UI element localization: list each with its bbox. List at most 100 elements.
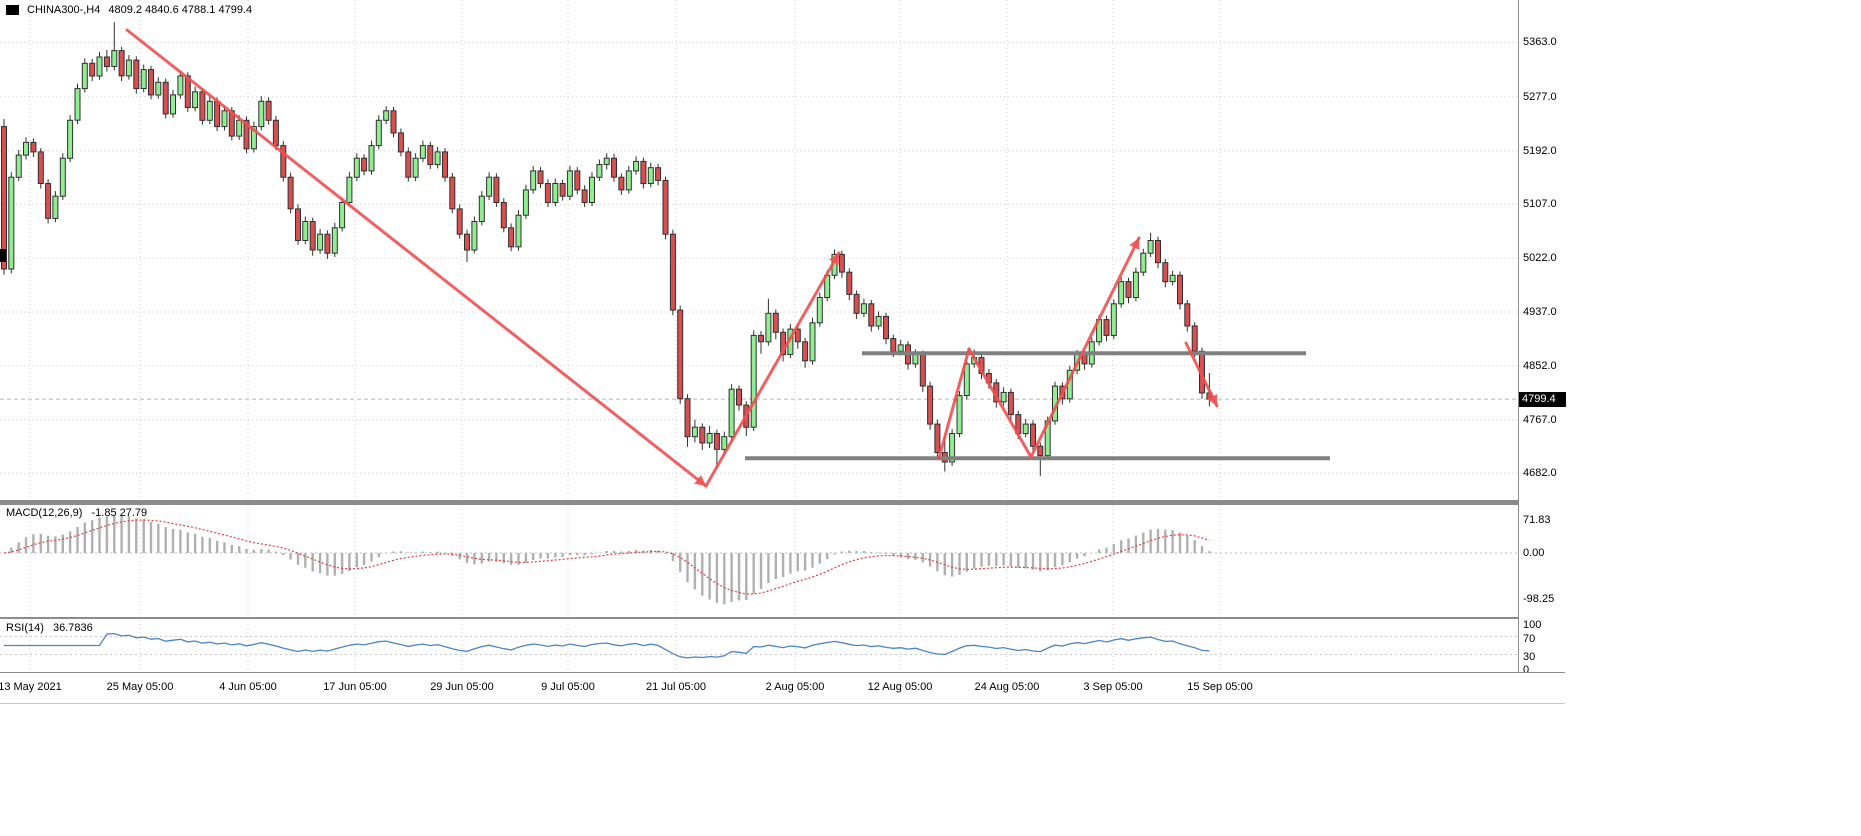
time-axis-label: 3 Sep 05:00 bbox=[1083, 681, 1143, 693]
bear-candle bbox=[544, 183, 551, 203]
bull-candle bbox=[170, 94, 176, 115]
bear-candle bbox=[265, 100, 272, 121]
trend-arrow[interactable] bbox=[1184, 341, 1219, 408]
bear-candle bbox=[214, 100, 221, 128]
chart-header: CHINA300-,H4 4809.2 4840.6 4788.1 4799.4 bbox=[6, 4, 252, 16]
bear-candle bbox=[794, 328, 801, 343]
bear-candle bbox=[838, 253, 845, 273]
bear-candle bbox=[500, 202, 507, 229]
bear-candle bbox=[846, 271, 853, 295]
rsi-line bbox=[4, 632, 1210, 659]
price-axis[interactable]: 5363.0 5277.0 5192.0 5107.0 5022.0 4937.0 4852… bbox=[1518, 0, 1566, 676]
time-axis-label: 17 Jun 05:00 bbox=[323, 681, 387, 693]
bull-candle bbox=[728, 388, 735, 438]
panel-separator[interactable] bbox=[0, 500, 1565, 505]
left-edge-marker bbox=[0, 249, 6, 262]
trend-arrow[interactable] bbox=[937, 347, 971, 460]
bull-candle bbox=[67, 119, 74, 159]
time-axis[interactable]: 13 May 2021 25 May 05:00 4 Jun 05:00 17 Jun… bbox=[0, 672, 1565, 704]
bull-candle bbox=[596, 164, 603, 178]
bear-candle bbox=[243, 119, 250, 150]
rsi-axis-label: 70 bbox=[1523, 632, 1536, 645]
bear-candle bbox=[853, 293, 860, 314]
bear-candle bbox=[390, 110, 397, 134]
bull-candle bbox=[912, 353, 919, 365]
bear-candle bbox=[118, 50, 125, 77]
bull-candle bbox=[1169, 274, 1176, 283]
bear-candle bbox=[934, 423, 941, 454]
bear-candle bbox=[1030, 423, 1036, 447]
rsi-axis-label: 100 bbox=[1523, 619, 1542, 631]
bull-candle bbox=[956, 395, 963, 435]
bull-candle bbox=[949, 433, 956, 463]
bull-candle bbox=[434, 151, 441, 166]
bear-candle bbox=[427, 145, 434, 166]
price-tick-label: 5107.0 bbox=[1523, 198, 1557, 211]
price-tick-label: 5363.0 bbox=[1523, 36, 1557, 49]
bear-candle bbox=[295, 208, 301, 241]
bull-candle bbox=[1118, 281, 1125, 305]
candles bbox=[1, 22, 1213, 476]
bear-candle bbox=[772, 312, 779, 333]
bear-candle bbox=[1191, 325, 1198, 352]
bear-candle bbox=[287, 176, 294, 210]
bear-candle bbox=[1162, 262, 1169, 283]
bull-candle bbox=[353, 157, 360, 178]
bull-candle bbox=[706, 433, 713, 444]
bull-candle bbox=[809, 322, 816, 362]
bear-candle bbox=[618, 176, 625, 191]
trend-arrow[interactable] bbox=[125, 28, 708, 488]
bear-candle bbox=[1184, 303, 1191, 327]
bear-candle bbox=[883, 316, 889, 340]
bull-candle bbox=[566, 170, 573, 197]
trend-arrow[interactable] bbox=[1029, 236, 1141, 459]
rsi-panel[interactable]: RSI(14) 36.7836 bbox=[0, 620, 1518, 672]
bull-candle bbox=[1140, 252, 1147, 273]
bear-candle bbox=[45, 183, 52, 219]
bull-candle bbox=[1110, 303, 1117, 336]
bull-candle bbox=[589, 176, 595, 203]
macd-histogram bbox=[10, 515, 1211, 605]
bear-candle bbox=[280, 145, 287, 178]
trend-arrow[interactable] bbox=[704, 251, 841, 488]
bull-candle bbox=[192, 91, 199, 109]
macd-grid bbox=[29, 505, 1221, 617]
bull-candle bbox=[419, 145, 426, 159]
time-axis-label: 2 Aug 05:00 bbox=[765, 681, 825, 693]
bull-candle bbox=[816, 297, 823, 324]
bull-candle bbox=[515, 214, 522, 248]
rsi-axis-label: 30 bbox=[1523, 650, 1536, 663]
bull-candle bbox=[111, 50, 118, 67]
time-axis-label: 4 Jun 05:00 bbox=[219, 681, 277, 693]
bull-candle bbox=[552, 183, 559, 203]
bull-candle bbox=[177, 75, 184, 96]
bull-candle bbox=[59, 157, 66, 197]
macd-axis-label: 71.83 bbox=[1523, 513, 1551, 526]
bear-candle bbox=[464, 233, 470, 251]
bull-candle bbox=[750, 334, 757, 428]
bear-candle bbox=[868, 303, 875, 327]
time-axis-label: 21 Jul 05:00 bbox=[646, 681, 706, 693]
macd-axis-label: -98.25 bbox=[1523, 592, 1555, 605]
main-chart-panel[interactable] bbox=[0, 0, 1518, 500]
current-price-badge: 4799.4 bbox=[1519, 392, 1566, 408]
bear-candle bbox=[927, 385, 934, 425]
bear-candle bbox=[361, 157, 368, 172]
bear-candle bbox=[1, 126, 7, 270]
bear-candle bbox=[309, 221, 316, 251]
panel-separator[interactable] bbox=[0, 617, 1565, 619]
bear-candle bbox=[272, 119, 279, 147]
trend-arrow[interactable] bbox=[967, 347, 1033, 459]
macd-signal-line bbox=[3, 519, 1210, 595]
bull-candle bbox=[471, 221, 478, 251]
bear-candle bbox=[919, 353, 926, 387]
bull-candle bbox=[633, 160, 640, 172]
macd-panel[interactable]: MACD(12,26,9) -1.85 27.79 bbox=[0, 505, 1518, 617]
time-axis-label: 24 Aug 05:00 bbox=[974, 681, 1040, 693]
bull-candle bbox=[15, 154, 22, 178]
bear-candle bbox=[1125, 281, 1132, 298]
bear-candle bbox=[442, 151, 448, 178]
bull-candle bbox=[74, 88, 81, 121]
macd-label-row: MACD(12,26,9) -1.85 27.79 bbox=[6, 507, 153, 519]
